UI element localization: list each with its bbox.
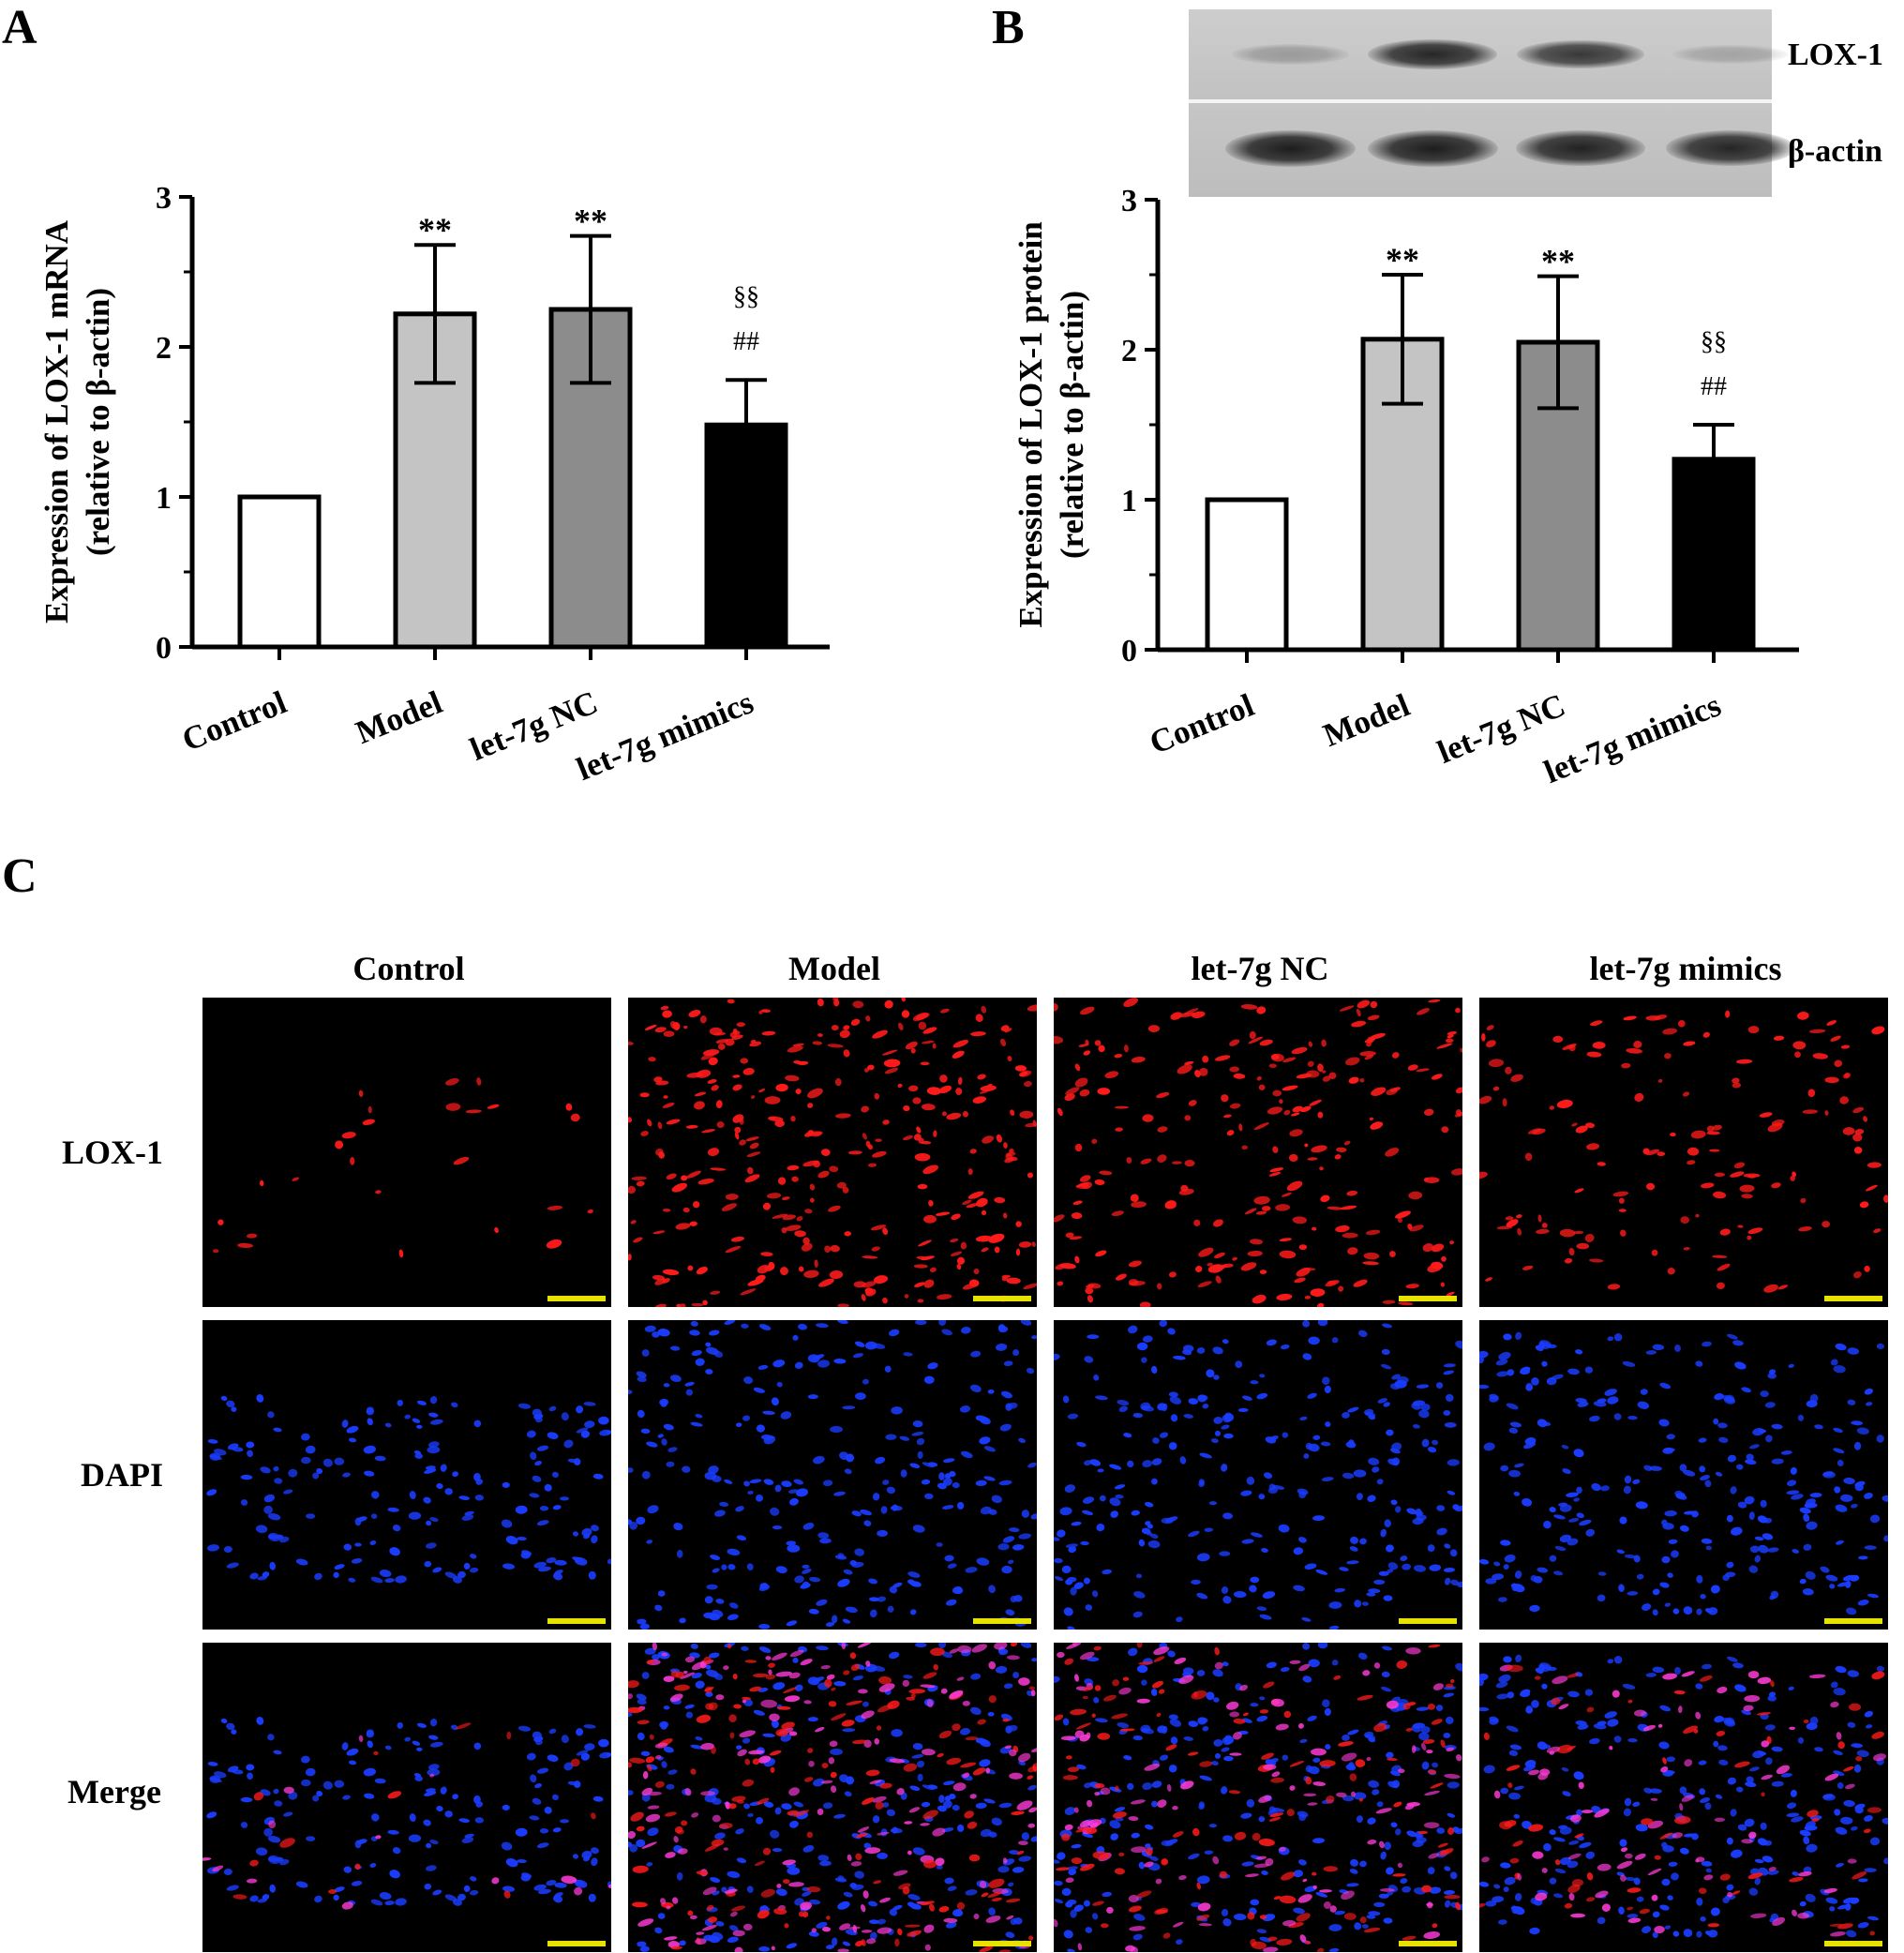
micrograph-lox1-let7g-nc	[1054, 998, 1462, 1307]
y-tick-label: 0	[1121, 634, 1137, 669]
scale-bar	[973, 1618, 1031, 1624]
micrograph-dapi-control	[202, 1320, 611, 1630]
micrograph-merge-let7g-nc	[1054, 1643, 1462, 1952]
annotation-line1-3: §§	[1701, 327, 1727, 356]
annotation-line2-3: ##	[733, 327, 759, 356]
annotation-line1-3: §§	[733, 282, 759, 311]
lox1-band-3	[1672, 44, 1789, 65]
micro-row-header-dapi: DAPI	[81, 1456, 163, 1494]
annotation-line1-1: **	[418, 211, 452, 248]
chart-a-mrna: Expression of LOX-1 mRNA (relative to β-a…	[38, 181, 830, 788]
y-tick-label: 1	[156, 481, 172, 516]
scale-bar	[973, 1296, 1031, 1301]
beta-actin-band-3	[1666, 130, 1795, 166]
micro-col-header-control: Control	[352, 950, 465, 987]
y-axis-label-line1: Expression of LOX-1 mRNA	[38, 219, 75, 623]
micro-col-header-model: Model	[788, 950, 880, 987]
y-tick-label: 3	[1121, 184, 1137, 218]
x-tick-label-3: let-7g mimics	[572, 684, 758, 788]
blot-strip-beta-actin	[1189, 103, 1795, 197]
blot-strip-lox1	[1189, 9, 1789, 99]
scale-bar	[1399, 1296, 1457, 1301]
scale-bar	[547, 1296, 606, 1301]
beta-actin-band-1	[1367, 129, 1498, 167]
lox1-band-1	[1368, 38, 1497, 70]
blot-label-beta-actin: β-actin	[1788, 134, 1883, 169]
x-tick-label-1: Model	[1318, 686, 1415, 754]
y-tick-label: 2	[156, 331, 172, 366]
annotation-line1-1: **	[1386, 241, 1419, 278]
x-tick-label-0: Control	[177, 684, 292, 759]
y-tick-label: 2	[1121, 334, 1137, 368]
panel-label-a: A	[2, 1, 37, 54]
y-tick-label: 1	[1121, 484, 1137, 518]
panel-label-b: B	[992, 1, 1025, 54]
chart-b-protein: Expression of LOX-1 protein (relative to …	[1012, 184, 1799, 790]
micrograph-lox1-control	[202, 998, 611, 1307]
scale-bar	[1399, 1941, 1457, 1946]
micrograph-merge-let7g-mimics	[1479, 1643, 1888, 1952]
y-tick-label: 3	[156, 181, 172, 216]
y-axis-label-line2: (relative to β-actin)	[80, 288, 116, 556]
annotation-line1-2: **	[574, 203, 607, 240]
micrograph-dapi-let7g-nc	[1054, 1320, 1462, 1630]
micro-col-header-let7g-nc: let-7g NC	[1191, 950, 1329, 987]
y-tick-label: 0	[156, 631, 172, 666]
scale-bar	[547, 1618, 606, 1624]
scale-bar	[1824, 1296, 1882, 1301]
bar-0	[237, 494, 322, 650]
micro-row-header-lox1: LOX-1	[62, 1134, 163, 1171]
micrograph-lox1-model	[628, 998, 1037, 1307]
y-axis-label-line2: (relative to β-actin)	[1054, 291, 1090, 559]
micro-col-header-let7g-mimics: let-7g mimics	[1589, 950, 1782, 987]
scale-bar	[1824, 1941, 1882, 1946]
x-tick-label-3: let-7g mimics	[1539, 686, 1726, 790]
micrograph-merge-control	[202, 1643, 611, 1952]
blot-divider	[1189, 99, 1772, 103]
annotation-line2-3: ##	[1701, 372, 1727, 401]
beta-actin-band-2	[1515, 129, 1646, 167]
x-tick-label-0: Control	[1145, 686, 1259, 761]
panel-label-c: C	[2, 849, 37, 903]
micro-row-header-merge: Merge	[67, 1773, 161, 1810]
micrograph-dapi-model	[628, 1320, 1037, 1630]
scale-bar	[1399, 1618, 1457, 1624]
scale-bar	[547, 1941, 606, 1946]
y-axis-label-line1: Expression of LOX-1 protein	[1012, 221, 1049, 627]
annotation-line1-2: **	[1541, 243, 1575, 280]
micrograph-dapi-let7g-mimics	[1479, 1320, 1888, 1630]
western-blot	[1189, 9, 1795, 197]
lox1-band-2	[1517, 39, 1644, 69]
scale-bar	[973, 1941, 1031, 1946]
x-tick-label-1: Model	[351, 684, 447, 751]
micrograph-lox1-let7g-mimics	[1479, 998, 1888, 1307]
beta-actin-band-0	[1224, 129, 1356, 167]
bar-0	[1205, 497, 1289, 653]
micrograph-merge-model	[628, 1643, 1037, 1952]
scale-bar	[1824, 1618, 1882, 1624]
blot-label-lox1: LOX-1	[1788, 38, 1883, 72]
lox1-band-0	[1231, 44, 1349, 65]
